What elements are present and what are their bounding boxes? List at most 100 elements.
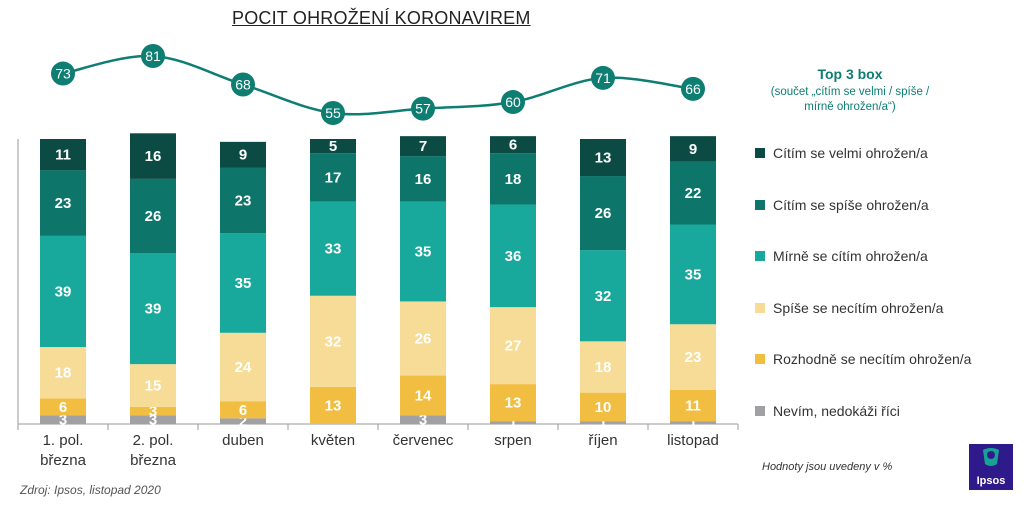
data-label: 9 <box>689 141 697 158</box>
bar-segment <box>580 176 626 251</box>
data-label: 2 <box>239 413 247 430</box>
data-label: 7 <box>419 138 427 155</box>
data-label: 32 <box>325 333 342 350</box>
data-label: 1 <box>689 415 697 432</box>
top3-point <box>501 90 525 115</box>
data-label: 22 <box>685 185 702 202</box>
bar-segment <box>490 384 536 422</box>
data-label: 23 <box>235 192 252 209</box>
data-label: 23 <box>685 349 702 366</box>
bar-segment <box>490 153 536 205</box>
legend-item: Spíše se necítím ohrožen/a <box>755 300 943 316</box>
data-label: 18 <box>55 365 72 382</box>
bar-segment <box>130 364 176 407</box>
bar-segment <box>40 170 86 236</box>
data-label: 16 <box>415 171 432 188</box>
bar-segment <box>310 201 356 296</box>
bar-segment <box>310 139 356 154</box>
bar-segment <box>580 421 626 424</box>
legend-label: Cítím se spíše ohrožen/a <box>773 196 929 213</box>
data-label: 14 <box>415 388 432 405</box>
legend-item: Cítím se spíše ohrožen/a <box>755 197 929 213</box>
legend-swatch <box>755 199 765 210</box>
bar-segment <box>310 295 356 387</box>
data-label: 39 <box>55 283 72 300</box>
top3-title: Top 3 box <box>817 66 883 82</box>
bar-segment <box>670 389 716 422</box>
bar-segment <box>40 347 86 399</box>
top3-point-label: 66 <box>685 81 701 97</box>
data-label: 26 <box>415 331 432 348</box>
bar-segment <box>40 139 86 171</box>
data-label: 13 <box>325 397 342 414</box>
bar-segment <box>670 136 716 162</box>
data-label: 13 <box>505 395 522 412</box>
top3-point <box>141 44 165 68</box>
data-label: 3 <box>59 412 67 429</box>
bar-segment <box>220 401 266 419</box>
x-tick-label: března <box>40 452 87 469</box>
bar-segment <box>310 153 356 202</box>
x-tick-label: března <box>130 452 177 469</box>
data-label: 3 <box>149 403 157 420</box>
data-label: 35 <box>415 244 432 261</box>
top3-point <box>591 65 615 90</box>
top3-point-label: 55 <box>325 105 341 121</box>
top3-subtitle: (součet „cítím se velmi / spíše / mírně … <box>770 86 930 113</box>
bar-segment <box>40 235 86 348</box>
bar-segment <box>670 161 716 225</box>
top3-point-label: 73 <box>55 66 71 82</box>
data-label: 18 <box>595 359 612 376</box>
data-label: 6 <box>239 402 247 419</box>
data-label: 33 <box>325 241 342 258</box>
x-tick-label: duben <box>222 432 264 449</box>
source-note: Zdroj: Ipsos, listopad 2020 <box>20 483 161 497</box>
bar-segment <box>130 415 176 424</box>
data-label: 26 <box>595 205 612 222</box>
data-label: 35 <box>235 275 252 292</box>
bar-segment <box>400 375 446 416</box>
bar-segment <box>220 418 266 424</box>
bar-segment <box>40 415 86 424</box>
x-tick-label: listopad <box>667 432 719 449</box>
bar-segment <box>310 386 356 424</box>
bar-segment <box>130 406 176 416</box>
data-label: 32 <box>595 288 612 305</box>
top3-point-label: 71 <box>595 70 611 86</box>
data-label: 10 <box>595 399 612 416</box>
data-label: 35 <box>685 266 702 283</box>
top3-point <box>411 96 435 121</box>
legend-swatch <box>755 148 765 158</box>
data-label: 15 <box>145 378 162 395</box>
bar-segment <box>490 421 536 424</box>
data-label: 11 <box>685 397 701 414</box>
legend-item: Nevím, nedokáži říci <box>755 403 900 419</box>
data-label: 39 <box>145 301 162 318</box>
data-label: 16 <box>145 148 162 165</box>
bar-segment <box>130 133 176 179</box>
data-label: 18 <box>505 171 522 188</box>
data-label: 6 <box>59 399 67 416</box>
top3-point-label: 57 <box>415 101 431 117</box>
bar-segment <box>130 253 176 365</box>
legend-item: Cítím se velmi ohrožen/a <box>755 145 928 161</box>
legend-swatch <box>755 405 765 416</box>
legend-label: Rozhodně se necítím ohrožen/a <box>773 351 972 367</box>
bar-segment <box>220 233 266 333</box>
x-tick-label: 2. pol. <box>133 432 174 449</box>
data-label: 24 <box>235 359 252 376</box>
bar-segment <box>670 421 716 424</box>
data-label: 1 <box>509 415 517 432</box>
legend-item: Mírně se cítím ohrožen/a <box>755 248 928 264</box>
top3-point-label: 81 <box>145 48 161 64</box>
logo-text: Ipsos <box>976 475 1006 487</box>
top3-point <box>231 72 255 97</box>
data-label: 9 <box>239 147 247 164</box>
data-label: 13 <box>595 150 612 167</box>
data-label: 1 <box>599 415 607 432</box>
x-tick-label: květen <box>311 432 355 449</box>
data-label: 23 <box>55 195 72 212</box>
top3-point <box>51 61 75 86</box>
data-label: 5 <box>329 138 337 155</box>
